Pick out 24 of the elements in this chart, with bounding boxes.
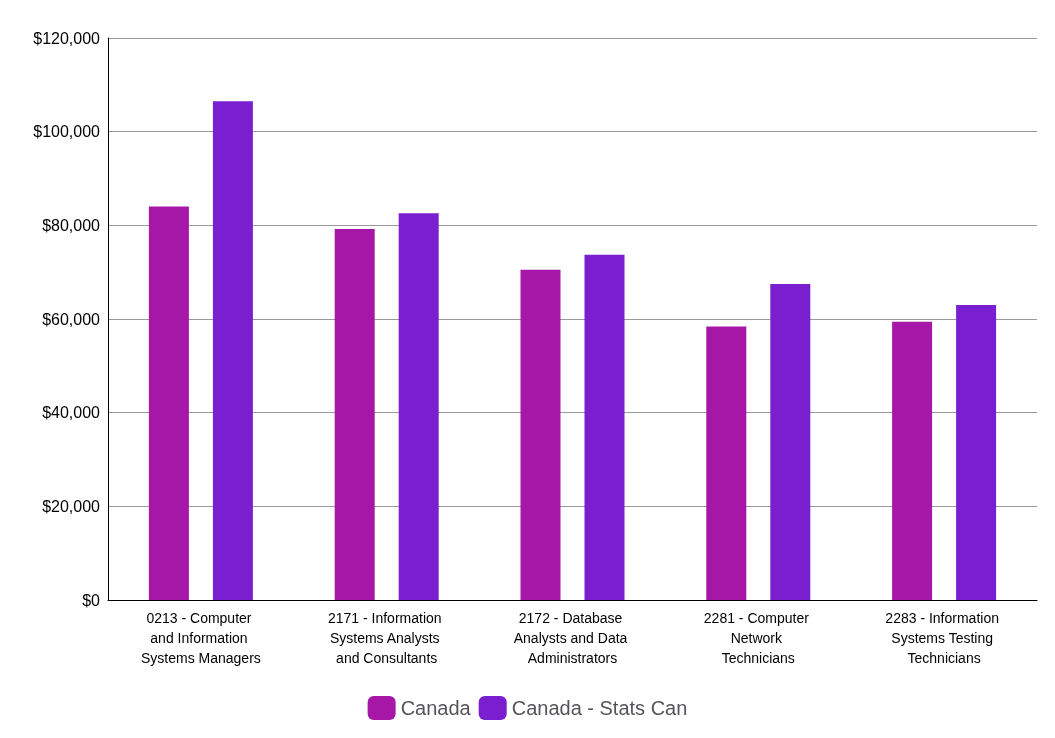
bar	[148, 206, 189, 600]
bar	[212, 101, 253, 600]
y-tick-label: $120,000	[33, 29, 101, 47]
bar	[892, 321, 933, 600]
bar	[520, 269, 561, 600]
x-tick-label: 2283 - Information Systems Testing Technicians	[885, 610, 1003, 666]
x-tick-label: 2281 - Computer Network Technicians	[703, 610, 813, 666]
bar	[334, 229, 375, 600]
y-tick-label: $60,000	[42, 310, 101, 328]
x-tick-label: 2171 - Information Systems Analysts and Consultants	[327, 610, 446, 666]
legend-label: Canada - Stats Can	[511, 697, 688, 719]
legend-label: Canada	[400, 697, 472, 719]
y-tick-label: $0	[82, 591, 101, 609]
bar	[956, 304, 997, 600]
y-tick-label: $100,000	[33, 123, 101, 141]
y-tick-label: $80,000	[42, 216, 101, 234]
y-tick-label: $20,000	[42, 497, 101, 515]
bar	[706, 326, 747, 600]
bar	[398, 213, 439, 600]
x-tick-label: 0213 - Computer and Information Systems Managers	[140, 610, 261, 666]
bar	[770, 283, 811, 600]
x-tick-label: 2172 - Database Analysts and Data Administrators	[513, 610, 632, 666]
y-tick-label: $40,000	[42, 404, 101, 422]
bar	[584, 254, 625, 600]
